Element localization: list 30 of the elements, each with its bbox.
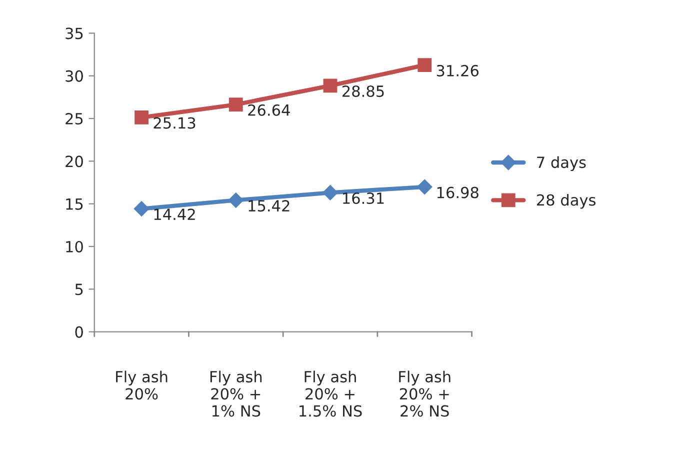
point — [417, 179, 432, 194]
point — [418, 58, 432, 72]
x-tick-label: Fly ash 20% + 2% NS — [399, 370, 450, 417]
legend-label: 7 days — [537, 156, 586, 172]
x-tick-label: Fly ash 20% — [116, 370, 168, 400]
point — [134, 110, 148, 124]
data-label: 16.98 — [437, 186, 478, 198]
data-label: 31.26 — [436, 64, 479, 76]
y-tick-label: 15 — [66, 198, 83, 210]
point — [228, 192, 244, 208]
y-tick-label: 35 — [66, 28, 83, 40]
point — [228, 98, 243, 112]
point — [323, 78, 338, 93]
x-tick-label: Fly ash 20% + 1.5% NS — [300, 370, 362, 417]
y-tick-label: 5 — [75, 284, 83, 296]
data-label: 25.13 — [154, 117, 196, 129]
y-tick-label: 30 — [66, 70, 83, 82]
point — [134, 201, 150, 216]
legend-label: 28 days — [536, 194, 596, 209]
point — [322, 185, 338, 200]
data-label: 15.42 — [248, 200, 290, 212]
data-label: 26.64 — [248, 104, 290, 116]
data-label: 16.31 — [343, 192, 384, 204]
y-tick-label: 20 — [66, 156, 83, 168]
y-tick-label: 10 — [66, 240, 83, 252]
data-label: 28.85 — [342, 85, 384, 98]
y-tick-label: 0 — [75, 326, 83, 338]
data-label: 14.42 — [154, 208, 195, 220]
x-tick-label: Fly ash 20% + 1% NS — [210, 370, 262, 417]
y-tick-label: 25 — [66, 112, 83, 125]
